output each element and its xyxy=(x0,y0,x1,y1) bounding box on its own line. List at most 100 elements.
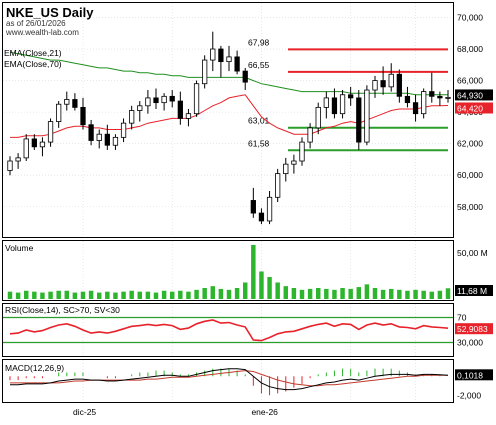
x-tick-label: dic-25 xyxy=(73,407,96,417)
price-tick-label: 68,000 xyxy=(457,44,483,54)
macd-badge-label: 0,1018 xyxy=(457,370,483,380)
candle-up xyxy=(372,80,378,91)
candle-up xyxy=(275,173,281,198)
volume-bar xyxy=(299,289,305,299)
volume-bar xyxy=(113,292,118,299)
candle-down xyxy=(437,95,443,99)
macd-signal-line xyxy=(10,370,448,387)
volume-bar xyxy=(178,290,183,299)
price-pane xyxy=(2,2,454,238)
volume-bars xyxy=(7,244,451,299)
rsi-tick-label: 70 xyxy=(457,313,467,323)
level-label: 63,01 xyxy=(248,116,270,126)
volume-bar xyxy=(129,290,134,299)
volume-bar xyxy=(259,271,264,299)
macd-tick-label: -2,000 xyxy=(457,390,481,400)
volume-bar xyxy=(315,288,321,299)
chart-title: NKE_US Daily xyxy=(6,5,94,20)
volume-bar xyxy=(96,292,102,299)
rsi-tick-label: 30,000 xyxy=(457,338,483,348)
price-tick-label: 70,000 xyxy=(457,12,483,22)
candle-up xyxy=(137,105,143,111)
volume-bar xyxy=(372,288,378,299)
candle-down xyxy=(104,133,110,146)
candle-down xyxy=(153,97,159,104)
candle-down xyxy=(72,99,78,108)
volume-bar xyxy=(405,290,410,299)
volume-bar xyxy=(307,288,313,299)
candle-down xyxy=(396,73,402,97)
candle-up xyxy=(339,94,346,115)
candle-down xyxy=(242,70,248,83)
candlesticks xyxy=(7,31,451,225)
candle-up xyxy=(185,113,192,119)
volume-bar xyxy=(340,288,345,299)
candle-up xyxy=(307,127,313,143)
candle-down xyxy=(31,138,37,148)
macd-badge xyxy=(455,369,493,381)
volume-bar xyxy=(40,292,45,299)
candle-up xyxy=(23,138,29,159)
candle-up xyxy=(15,157,21,162)
volume-bar xyxy=(145,291,151,299)
candle-up xyxy=(210,48,216,61)
volume-bar xyxy=(397,289,402,299)
macd-label: MACD(12,26,9) xyxy=(5,363,64,373)
volume-bar xyxy=(153,292,159,299)
candle-up xyxy=(7,160,13,171)
candle-down xyxy=(331,97,338,115)
candle-up xyxy=(161,95,167,104)
volume-bar xyxy=(194,289,199,299)
volume-bar xyxy=(283,286,289,299)
volume-bar xyxy=(437,290,443,299)
volume-bar xyxy=(137,291,143,299)
volume-bar xyxy=(121,291,126,299)
rsi-label: RSI(Close,14), SC>70, SV<30 xyxy=(5,305,120,315)
candle-down xyxy=(258,212,265,222)
candle-down xyxy=(348,94,354,99)
candle-up xyxy=(39,141,46,148)
rsi-group xyxy=(3,316,453,344)
price-tick-label: 66,000 xyxy=(457,76,483,86)
candle-down xyxy=(234,56,240,72)
candle-down xyxy=(429,91,435,97)
volume-bar xyxy=(421,290,426,299)
volume-bar xyxy=(332,289,337,299)
watermark: www.wealth-lab.com xyxy=(5,28,79,37)
candle-up xyxy=(421,91,427,115)
volume-bar xyxy=(202,288,207,299)
volume-bar xyxy=(72,292,78,299)
macd-line xyxy=(10,368,449,391)
volume-bar xyxy=(413,289,418,299)
rsi-badge-label: 52,9083 xyxy=(457,324,488,334)
candle-up xyxy=(266,196,273,222)
candle-up xyxy=(96,133,102,141)
candle-up xyxy=(112,136,119,146)
volume-bar xyxy=(169,291,175,299)
volume-bar xyxy=(226,289,232,299)
volume-bar xyxy=(218,288,224,299)
volume-bar xyxy=(234,288,240,299)
candle-up xyxy=(202,59,208,85)
volume-bar xyxy=(32,291,37,299)
volume-bar xyxy=(267,277,272,299)
macd-pane xyxy=(2,359,454,403)
candle-up xyxy=(56,103,62,122)
candle-up xyxy=(315,106,321,129)
volume-bar xyxy=(348,288,353,299)
price-tick-label: 62,000 xyxy=(457,139,483,149)
volume-bar xyxy=(48,291,53,299)
grid-lines xyxy=(3,3,453,402)
candle-up xyxy=(299,141,305,162)
candle-down xyxy=(218,48,224,63)
candle-up xyxy=(129,110,135,124)
rsi-badge xyxy=(455,323,493,335)
price-badge-label: 64,930 xyxy=(457,90,483,100)
candle-up xyxy=(120,122,127,138)
volume-bar xyxy=(161,290,167,299)
volume-bar xyxy=(356,287,362,299)
candle-up xyxy=(364,89,370,143)
candle-up xyxy=(47,121,54,143)
price-tick-label: 58,000 xyxy=(457,202,483,212)
